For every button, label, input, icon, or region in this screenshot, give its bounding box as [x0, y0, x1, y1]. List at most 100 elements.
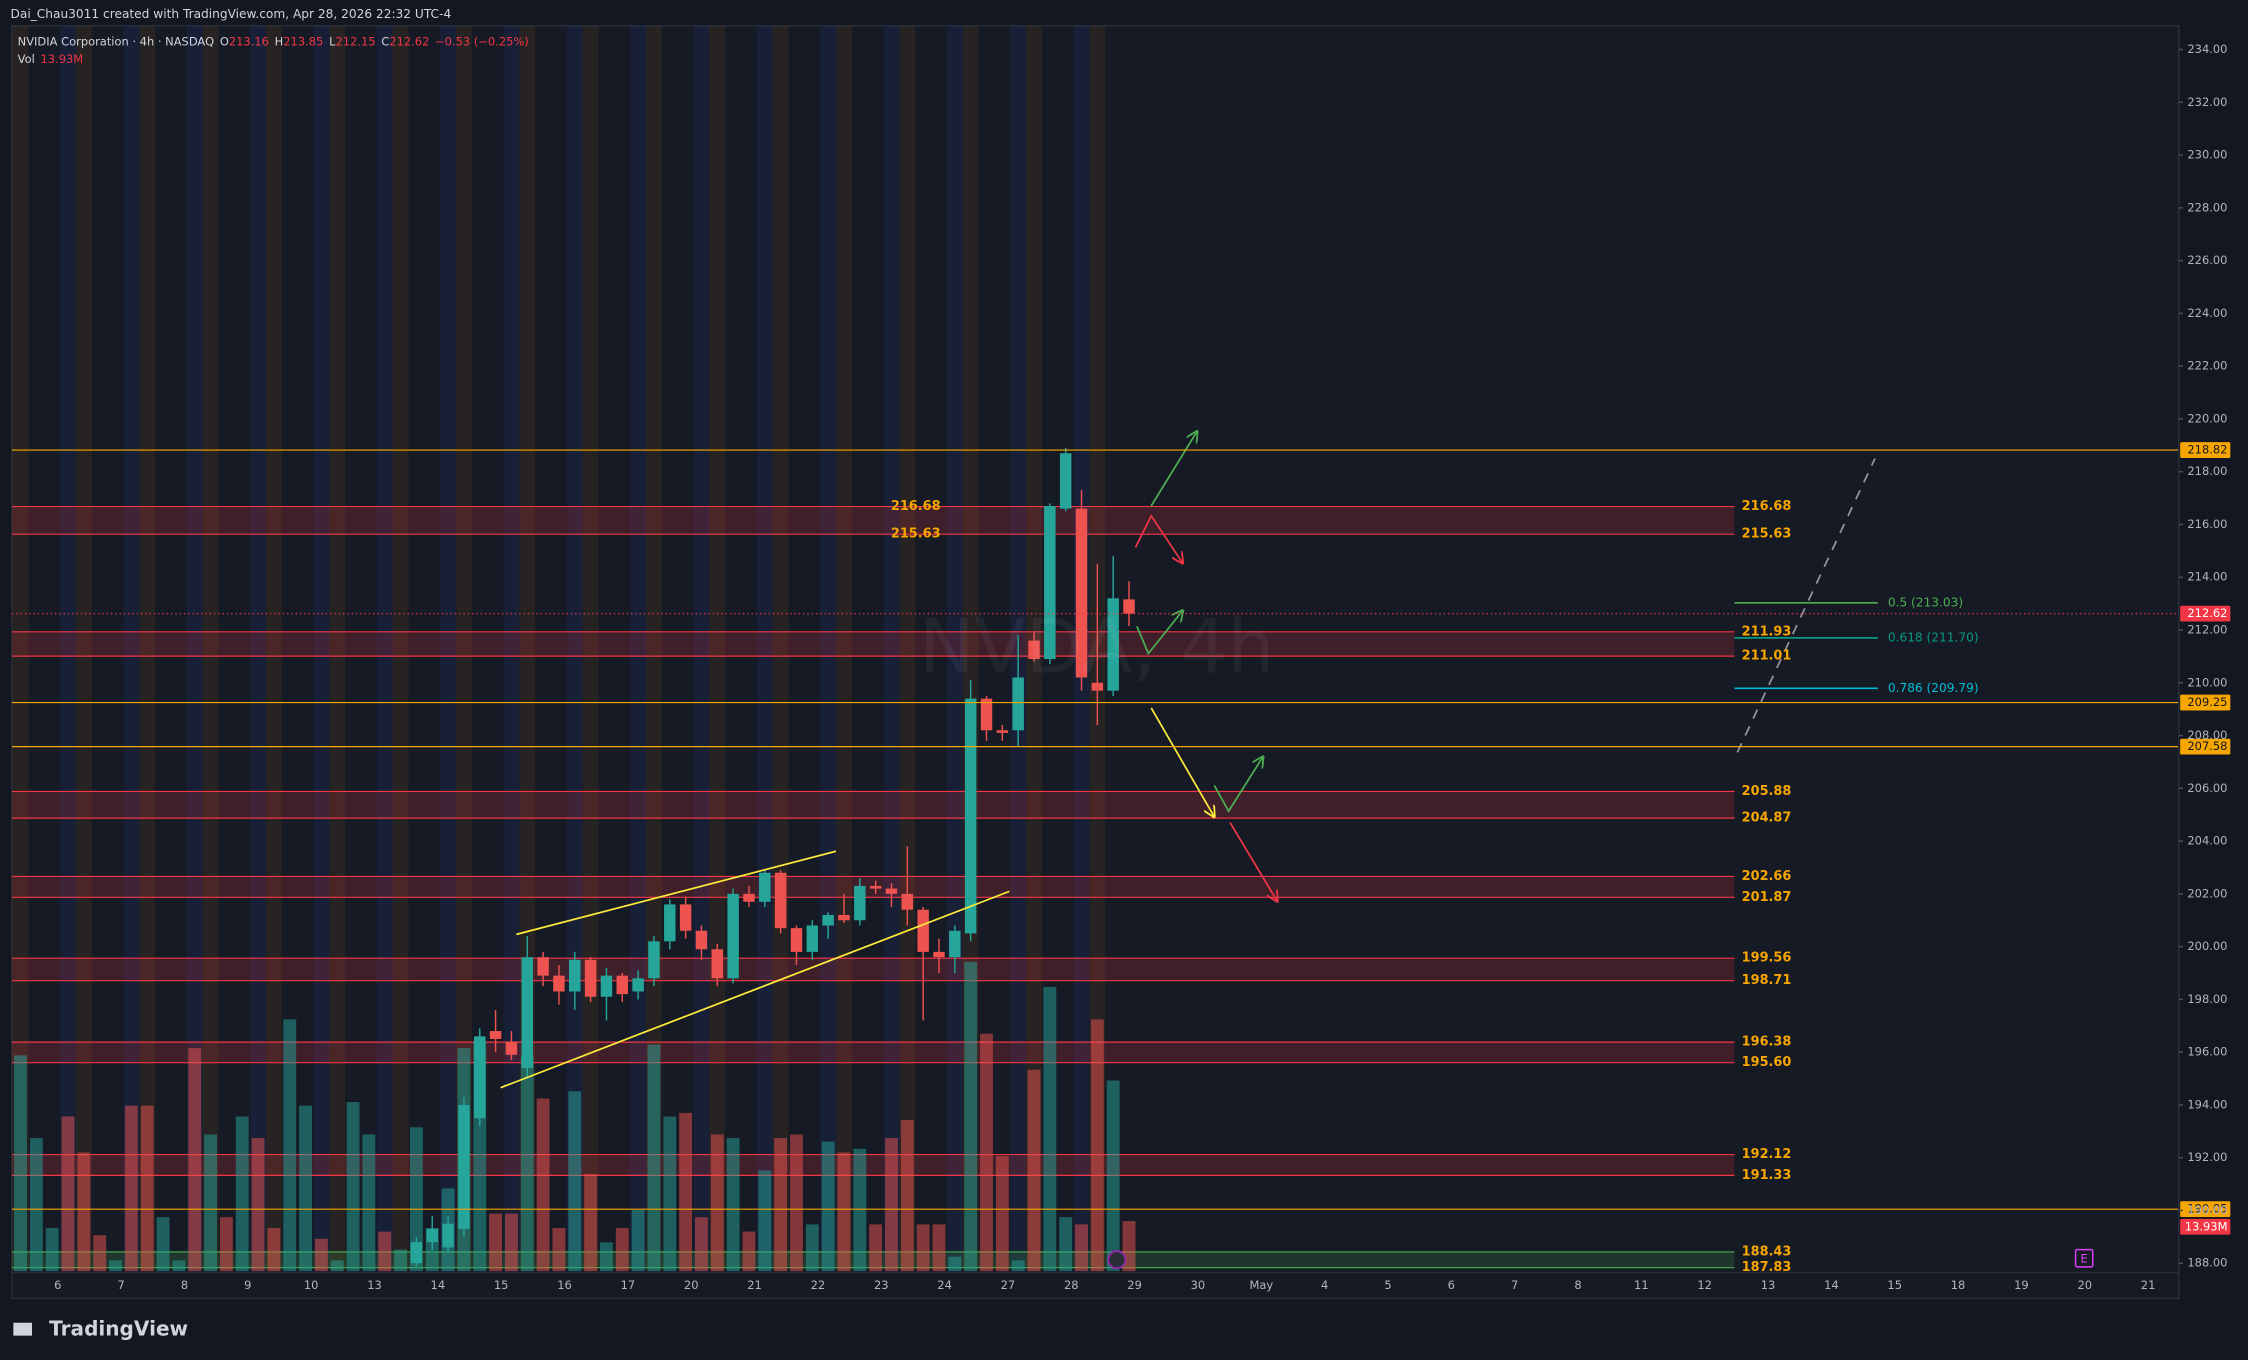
legend-value: 213.85 — [283, 34, 323, 48]
legend-value: 212.15 — [335, 34, 375, 48]
candle-body — [679, 904, 692, 931]
volume-bar — [726, 1138, 740, 1272]
legend-key: L — [329, 34, 336, 48]
candle-body — [743, 893, 755, 902]
zone-label: 204.87 — [1742, 811, 1792, 826]
volume-title: Vol — [18, 51, 35, 65]
candle-body — [648, 941, 660, 979]
earnings-badge — [2074, 1248, 2094, 1268]
session-stripe — [456, 25, 472, 1272]
volume-bar — [124, 1105, 138, 1272]
volume-bar — [14, 1055, 27, 1272]
volume-bar — [916, 1224, 930, 1272]
candle-body — [1107, 598, 1119, 691]
y-tick-label: 226.00 — [2187, 253, 2227, 267]
x-tick-label: 12 — [1697, 1278, 1712, 1292]
y-tick-label: 194.00 — [2187, 1097, 2227, 1111]
volume-bar — [489, 1213, 503, 1272]
last-price-badge — [2180, 605, 2231, 622]
y-tick-label: 224.00 — [2187, 306, 2227, 320]
volume-bar — [631, 1209, 645, 1272]
legend-ohlc: O213.16 H213.85 L212.15 C212.62 — [220, 34, 430, 48]
level-badge — [2180, 1201, 2231, 1218]
y-tick-label: 216.00 — [2187, 517, 2227, 531]
candle-body — [426, 1228, 438, 1243]
volume-bar — [885, 1138, 898, 1272]
candle-body — [442, 1223, 454, 1248]
logo-text: TradingView — [49, 1316, 188, 1340]
y-tick-label: 192.00 — [2187, 1150, 2227, 1164]
zone-label: 215.63 — [1742, 527, 1792, 542]
session-stripe — [693, 25, 710, 1272]
x-tick-label: 11 — [1634, 1278, 1649, 1292]
volume-bar — [172, 1260, 186, 1272]
level-badge-text: 207.58 — [2187, 739, 2227, 753]
session-stripe — [962, 25, 979, 1272]
volume-bar — [710, 1134, 724, 1272]
volume-bar — [1090, 1019, 1104, 1272]
zone-label: 192.12 — [1742, 1147, 1792, 1162]
candle-body — [980, 698, 993, 731]
x-tick-label: May — [1249, 1278, 1273, 1292]
zone-label: 216.68 — [891, 499, 941, 514]
zone — [11, 1042, 1735, 1063]
candle-body — [917, 909, 929, 952]
volume-bar — [1043, 986, 1057, 1272]
session-stripe — [440, 25, 457, 1272]
x-tick-label: 13 — [1761, 1278, 1776, 1292]
legend-key: O — [220, 34, 229, 48]
volume-badge — [2180, 1218, 2231, 1235]
volume-bar — [1059, 1217, 1073, 1272]
session-stripe — [899, 25, 916, 1272]
volume-bar — [314, 1238, 328, 1272]
candle-body — [600, 975, 613, 997]
legend-key: C — [381, 34, 389, 48]
x-tick-label: 19 — [2014, 1278, 2029, 1292]
legend-volume: Vol 13.93M — [18, 51, 84, 65]
level-badge-text: 218.82 — [2187, 443, 2227, 457]
volume-bar — [251, 1138, 265, 1272]
zone-label: 187.83 — [1742, 1260, 1792, 1275]
x-tick-label: 22 — [811, 1278, 826, 1292]
x-tick-label: 23 — [874, 1278, 889, 1292]
volume-bar — [156, 1217, 170, 1272]
x-tick-label: 4 — [1321, 1278, 1328, 1292]
axis-layer: 216.68 215.63 211.93 211.01 205.88 204.87 202.… — [11, 25, 2231, 1299]
session-stripe — [392, 25, 409, 1272]
volume-bar — [980, 1033, 993, 1272]
zone-label: 216.68 — [1742, 499, 1792, 514]
volume-bar — [93, 1235, 107, 1272]
volume-bar — [520, 1055, 534, 1272]
y-tick-label: 208.00 — [2187, 728, 2227, 742]
candle-body — [458, 1104, 470, 1229]
legend-value: 212.62 — [389, 34, 429, 48]
volume-bar — [140, 1105, 154, 1272]
y-tick-label: 234.00 — [2187, 42, 2227, 56]
volume-bar — [663, 1116, 677, 1272]
volume-bar — [615, 1227, 629, 1272]
session-stripe — [12, 25, 29, 1272]
legend-key: H — [275, 34, 284, 48]
y-tick-label: 210.00 — [2187, 675, 2227, 689]
zone-label: 191.33 — [1742, 1168, 1792, 1183]
arrow — [1213, 757, 1263, 813]
volume-bar — [45, 1227, 59, 1272]
candle-body — [838, 914, 850, 921]
candle-body — [632, 978, 644, 992]
candle-body — [521, 957, 533, 1068]
volume-bar — [599, 1242, 613, 1272]
candle-body — [790, 928, 803, 952]
header: Dai_Chau3011 created with TradingView.co… — [10, 7, 451, 21]
channel-line — [500, 890, 1010, 1089]
volume-bar — [821, 1141, 835, 1272]
legend-symbol: NVIDIA Corporation · 4h · NASDAQ — [18, 34, 214, 48]
zone-label: 215.63 — [891, 527, 941, 542]
x-tick-label: 14 — [431, 1278, 446, 1292]
x-tick-label: 7 — [1511, 1278, 1518, 1292]
level-badge-text: 190.05 — [2187, 1202, 2227, 1216]
zone — [11, 631, 1735, 657]
x-tick-label: 8 — [1574, 1278, 1581, 1292]
volume-bar — [584, 1174, 598, 1272]
volume-bar — [742, 1231, 756, 1272]
